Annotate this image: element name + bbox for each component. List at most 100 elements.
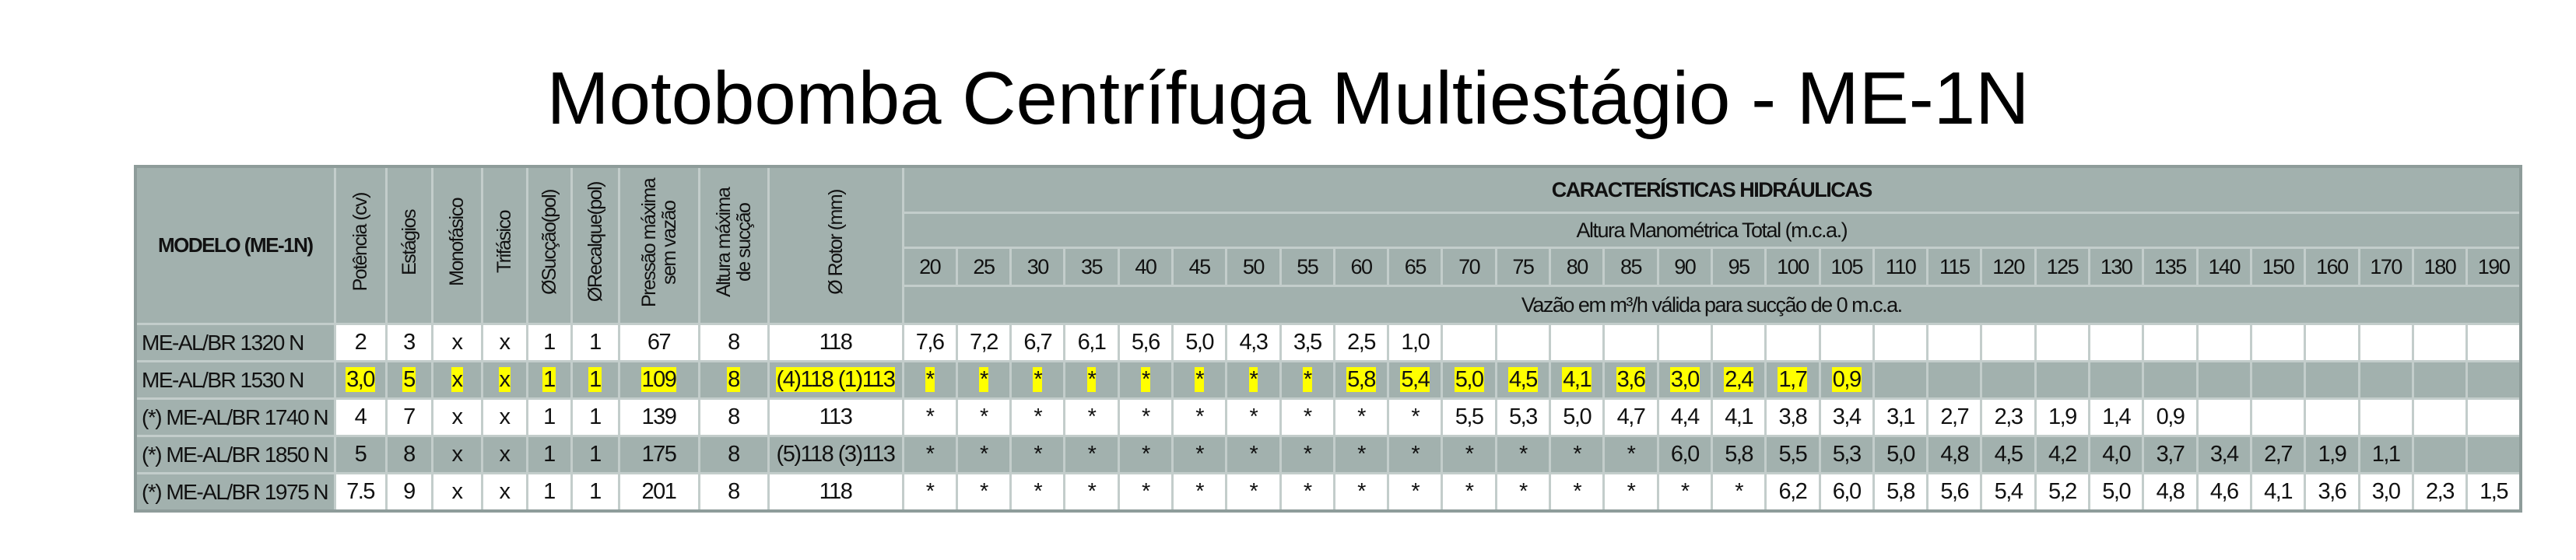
flow-cell [1818, 323, 1875, 362]
flow-cell: * [1063, 472, 1120, 513]
flow-cell [2034, 360, 2091, 400]
param-cell: 7.5 [333, 472, 388, 513]
flow-cell-value: * [1141, 404, 1150, 429]
flow-cell-value: 5,4 [1400, 367, 1430, 392]
param-cell-value: (4)118 (1)113 [775, 367, 896, 392]
flow-cell-value: 3,0 [2371, 479, 2401, 504]
flow-cell: 4,5 [1494, 360, 1552, 400]
flow-cell-value: 5,4 [1994, 479, 2023, 504]
flow-cell-value: * [980, 404, 988, 429]
param-header-label: ØRecalque(pol) [584, 182, 606, 303]
flow-cell-value: 5,8 [1725, 442, 1753, 467]
flow-cell: * [955, 435, 1013, 474]
flow-cell: 5,3 [1494, 397, 1552, 437]
flow-cell: * [1602, 472, 1659, 513]
flow-cell: 3,6 [2304, 472, 2360, 513]
param-cell: (4)118 (1)113 [767, 360, 904, 400]
model-column-header: MODELO (ME-1N) [134, 165, 336, 325]
flow-cell: * [1063, 360, 1120, 400]
flow-cell [2411, 323, 2469, 362]
param-cell: x [480, 435, 528, 474]
flow-cell: 2,3 [1980, 397, 2037, 437]
flow-cell [2304, 323, 2360, 362]
flow-cell-value: * [1034, 479, 1042, 504]
flow-cell: 2,7 [2249, 435, 2307, 474]
head-value-header: 85 [1602, 247, 1659, 287]
head-value-header: 95 [1710, 247, 1767, 287]
flow-cell: 6,0 [1818, 472, 1875, 513]
param-cell: 139 [617, 397, 700, 437]
table-row: (*) ME-AL/BR 1975 N 7.5 9 x x 1 1 201 8 118 * * * * * *… [134, 472, 2522, 513]
flow-cell [2195, 323, 2252, 362]
param-column-header: Altura máxima de sucção [697, 165, 770, 325]
flow-cell: * [1494, 472, 1552, 513]
param-cell: 7 [384, 397, 433, 437]
flow-cell: 5,6 [1117, 323, 1174, 362]
param-column-header: Ø Rotor (mm) [767, 165, 904, 325]
flow-cell-value: * [1141, 479, 1150, 504]
param-cell-value: 5 [354, 442, 367, 467]
flow-cell [2249, 323, 2307, 362]
flow-cell: 2,3 [2411, 472, 2469, 513]
head-value-header: 120 [1980, 247, 2037, 287]
flow-cell-value: 2,3 [1994, 404, 2023, 429]
flow-cell-value: 4,8 [1940, 442, 1969, 467]
flow-cell: 4,5 [1980, 435, 2037, 474]
flow-cell: * [1279, 360, 1335, 400]
flow-cell: * [1387, 397, 1444, 437]
param-cell: 3 [384, 323, 433, 362]
param-cell-value: 1 [543, 404, 556, 429]
flow-cell: 4,1 [1710, 397, 1767, 437]
flow-cell: 4,1 [1549, 360, 1606, 400]
param-cell: 1 [525, 472, 573, 513]
flow-cell: * [955, 397, 1013, 437]
flow-cell-value: * [925, 404, 935, 429]
flow-cell-value: 2,3 [2426, 479, 2455, 504]
param-cell: 8 [697, 472, 770, 513]
param-cell: 201 [617, 472, 700, 513]
param-cell: 8 [697, 323, 770, 362]
flow-cell: 3,0 [2357, 472, 2414, 513]
flow-cell: 3,4 [1818, 397, 1875, 437]
head-value-header: 75 [1494, 247, 1552, 287]
param-cell-value: x [451, 404, 464, 429]
flow-cell-value: 4,3 [1239, 330, 1269, 355]
flow-cell-value: 1,9 [2048, 404, 2077, 429]
param-cell: 1 [525, 323, 573, 362]
flow-cell: * [1332, 472, 1390, 513]
flow-cell: 0,9 [2142, 397, 2199, 437]
flow-cell: 5,0 [1872, 435, 1929, 474]
flow-cell: * [901, 360, 958, 400]
param-cell-value: 1 [543, 442, 556, 467]
param-cell: x [480, 323, 528, 362]
flow-cell: 3,8 [1764, 397, 1821, 437]
param-cell-value: 7.5 [346, 479, 375, 504]
flow-cell [1926, 323, 1983, 362]
flow-cell-value: 7,2 [970, 330, 998, 355]
param-cell: x [480, 472, 528, 513]
flow-cell: 5,8 [1872, 472, 1929, 513]
flow-cell-value: * [1411, 479, 1420, 504]
flow-cell: 1,9 [2304, 435, 2360, 474]
param-cell: 109 [617, 360, 700, 400]
param-cell: 1 [570, 360, 620, 400]
table-row: (*) ME-AL/BR 1850 N 5 8 x x 1 1 175 8 (5)118 (3)1… [134, 435, 2522, 474]
head-value-header: 190 [2465, 247, 2522, 287]
param-header-label: Trifásico [493, 211, 515, 274]
flow-cell: 4,6 [2195, 472, 2252, 513]
flow-cell: * [901, 472, 958, 513]
param-cell-value: x [499, 330, 511, 355]
flow-cell-value: * [1087, 404, 1097, 429]
flow-cell-value: 6,0 [1832, 479, 1862, 504]
param-cell-value: 1 [588, 367, 602, 392]
model-cell: (*) ME-AL/BR 1740 N [134, 397, 336, 437]
head-value-header: 80 [1549, 247, 1606, 287]
head-value-header: 20 [901, 247, 958, 287]
param-cell-value: x [451, 330, 464, 355]
param-cell: 1 [525, 397, 573, 437]
flow-cell: * [1009, 360, 1066, 400]
flow-cell-value: * [1033, 367, 1043, 392]
param-cell-value: 8 [728, 442, 740, 467]
param-cell-value: 1 [589, 479, 602, 504]
flow-cell [1441, 323, 1497, 362]
